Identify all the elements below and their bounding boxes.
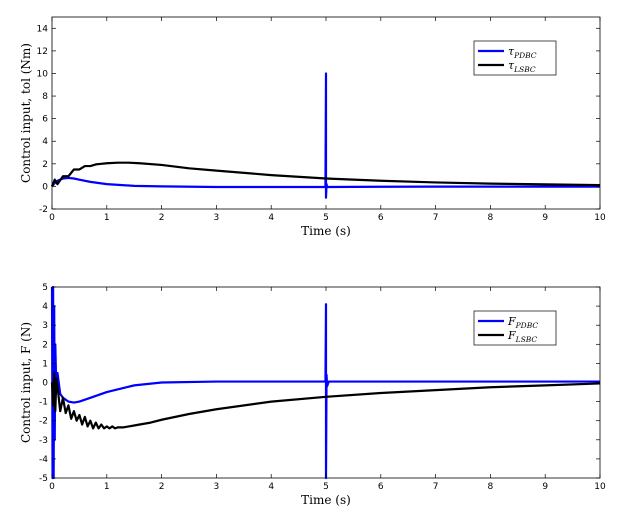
force-x-tick-label: 6: [378, 482, 384, 492]
force-y-tick-label: 1: [42, 359, 48, 369]
force-y-tick-label: 4: [42, 302, 48, 312]
torque-y-tick-label: 12: [37, 47, 48, 57]
torque-y-tick-label: 0: [42, 182, 48, 192]
force-legend-box: [473, 310, 557, 346]
torque-y-tick-label: -2: [39, 205, 48, 215]
force-legend-subscript: PDBC: [515, 321, 539, 330]
force-chart: 0 1 2 3 4 5 6 7 8 9 10 -5 -4 -3 -2 -1 0 1 2 3 4 5 Time (s) C…: [19, 283, 606, 507]
force-x-tick-label: 0: [49, 482, 55, 492]
torque-x-tick-label: 1: [104, 213, 110, 223]
torque-legend-label-lsbc: τLSBC: [508, 59, 536, 74]
torque-x-tick-label: 6: [378, 213, 384, 223]
torque-x-tick-label: 8: [488, 213, 494, 223]
force-x-tick-label: 3: [214, 482, 220, 492]
torque-legend-subscript: LSBC: [513, 65, 536, 74]
torque-x-ticks: 0 1 2 3 4 5 6 7 8 9 10: [49, 17, 606, 223]
torque-x-tick-label: 3: [214, 213, 220, 223]
force-legend-symbol: F: [507, 315, 516, 328]
torque-y-tick-label: 6: [42, 115, 48, 125]
force-x-tick-label: 7: [433, 482, 439, 492]
torque-legend-subscript: PDBC: [513, 51, 537, 60]
force-y-tick-label: -1: [39, 398, 48, 408]
force-x-axis-label: Time (s): [301, 493, 351, 507]
torque-x-tick-label: 2: [159, 213, 165, 223]
force-x-tick-label: 10: [594, 482, 606, 492]
force-y-tick-label: 5: [42, 283, 48, 293]
torque-legend-box: [473, 40, 557, 76]
torque-y-tick-label: 14: [37, 24, 49, 34]
torque-legend-symbol: τ: [508, 45, 515, 58]
force-y-tick-label: 0: [42, 379, 48, 389]
torque-legend-symbol: τ: [508, 59, 515, 72]
torque-x-tick-label: 9: [542, 213, 548, 223]
torque-series-group: [50, 72, 601, 199]
force-y-tick-label: -2: [39, 417, 48, 427]
torque-y-tick-label: 4: [42, 137, 48, 147]
torque-x-tick-label: 7: [433, 213, 439, 223]
force-y-ticks: -5 -4 -3 -2 -1 0 1 2 3 4 5: [39, 283, 600, 484]
torque-series-line-pdbc: [51, 72, 600, 199]
force-y-tick-label: -4: [39, 455, 48, 465]
force-y-axis-label: Control input, F (N): [19, 322, 33, 443]
force-x-tick-label: 2: [159, 482, 165, 492]
force-legend-label-lsbc: FLSBC: [507, 329, 537, 344]
force-x-ticks: 0 1 2 3 4 5 6 7 8 9 10: [49, 287, 606, 492]
force-legend-symbol: F: [507, 329, 516, 342]
force-x-tick-label: 4: [268, 482, 274, 492]
torque-series-line-lsbc: [50, 161, 601, 187]
torque-y-tick-label: 8: [42, 92, 48, 102]
torque-y-tick-label: 2: [42, 160, 48, 170]
force-legend-subscript: LSBC: [515, 335, 538, 344]
force-x-tick-label: 5: [323, 482, 329, 492]
force-y-tick-label: 3: [42, 321, 48, 331]
torque-y-ticks: -2 0 2 4 6 8 10 12 14: [37, 24, 600, 215]
torque-x-tick-label: 10: [594, 213, 606, 223]
torque-x-tick-label: 5: [323, 213, 329, 223]
torque-legend-label-pdbc: τPDBC: [508, 45, 537, 60]
force-y-tick-label: -3: [39, 436, 48, 446]
force-x-tick-label: 9: [542, 482, 548, 492]
torque-y-tick-label: 10: [37, 69, 49, 79]
torque-x-tick-label: 4: [268, 213, 274, 223]
force-series-line-lsbc: [50, 371, 601, 430]
force-x-tick-label: 1: [104, 482, 110, 492]
force-y-tick-label: 2: [42, 340, 48, 350]
torque-x-tick-label: 0: [49, 213, 55, 223]
force-y-tick-label: -5: [39, 474, 48, 484]
force-legend-label-pdbc: FPDBC: [507, 315, 538, 330]
torque-y-axis-label: Control input, tol (Nm): [19, 43, 33, 183]
force-x-tick-label: 8: [488, 482, 494, 492]
torque-x-axis-label: Time (s): [301, 224, 351, 238]
